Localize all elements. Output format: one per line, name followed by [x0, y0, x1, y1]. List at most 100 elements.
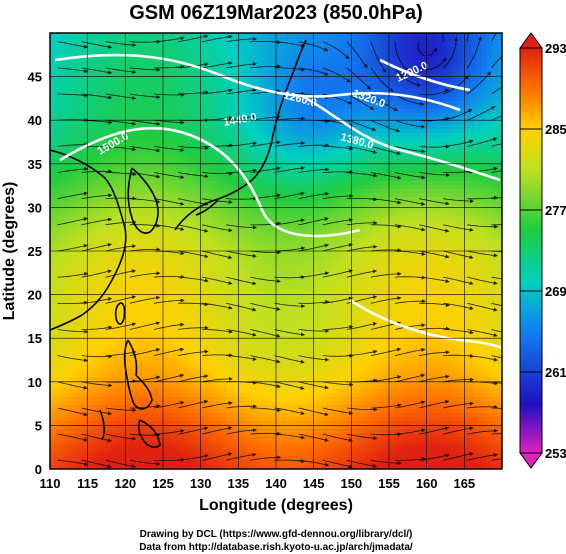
streamline	[57, 67, 89, 74]
streamline	[419, 453, 450, 461]
streamline	[129, 433, 161, 438]
streamline	[57, 191, 88, 200]
colorbar-ticks: 253 261 269 277 285 293	[520, 41, 566, 461]
streamline	[250, 276, 281, 284]
streamline	[226, 224, 257, 230]
streamline	[81, 269, 112, 278]
streamline	[370, 248, 402, 253]
streamline	[298, 41, 329, 52]
streamline	[129, 198, 161, 204]
streamline	[57, 217, 88, 226]
streamline	[153, 274, 185, 279]
credit-line-1: Drawing by DCL (https://www.gfd-dennou.o…	[140, 529, 413, 540]
streamline	[129, 172, 161, 179]
streamline	[346, 146, 378, 154]
streamline	[346, 244, 378, 252]
streamline	[178, 325, 209, 330]
streamline	[419, 426, 450, 435]
streamline	[226, 276, 257, 286]
streamline	[274, 355, 305, 364]
streamline	[346, 67, 372, 90]
map-title: GSM 06Z19Mar2023 (850.0hPa)	[129, 2, 423, 24]
streamline	[105, 220, 137, 226]
streamline	[129, 271, 161, 278]
streamline	[81, 381, 113, 388]
streamline	[322, 67, 351, 83]
streamline	[443, 109, 473, 121]
streamline	[467, 71, 492, 95]
streamline	[274, 116, 306, 121]
streamline	[346, 322, 378, 330]
streamline	[226, 114, 257, 121]
streamline	[202, 224, 233, 233]
streamline	[322, 296, 354, 304]
streamline	[105, 295, 136, 304]
streamline	[178, 454, 209, 461]
streamline	[322, 324, 354, 330]
streamline	[370, 146, 401, 156]
streamline	[202, 426, 233, 435]
x-tick-label: 130	[190, 476, 212, 491]
y-tick-label: 45	[28, 70, 42, 85]
streamline	[491, 381, 502, 384]
streamline	[491, 329, 502, 333]
colorbar-tick-label: 285	[545, 122, 566, 137]
streamline	[105, 433, 137, 441]
streamline	[226, 36, 257, 43]
streamline	[250, 329, 281, 338]
colorbar-tick-label: 277	[545, 203, 566, 218]
streamline	[153, 224, 185, 231]
streamline	[81, 41, 113, 49]
colorbar-tick-label: 293	[545, 41, 566, 56]
streamline	[322, 243, 353, 252]
streamline	[491, 250, 502, 253]
streamline	[226, 302, 257, 312]
streamline	[57, 41, 88, 49]
streamline	[346, 349, 378, 356]
y-tick-label: 15	[28, 331, 42, 346]
colorbar: 253 261 269 277 285 293	[519, 32, 566, 469]
streamline	[226, 250, 257, 258]
streamline	[419, 399, 450, 409]
streamline	[178, 374, 209, 383]
streamline	[443, 276, 474, 286]
streamline	[467, 195, 499, 200]
streamline	[105, 322, 137, 330]
streamline	[467, 428, 498, 435]
streamline	[57, 166, 89, 173]
streamline	[250, 407, 282, 413]
streamline	[153, 322, 185, 330]
x-tick-label: 125	[152, 476, 174, 491]
streamline	[322, 218, 354, 226]
streamline	[491, 458, 502, 461]
streamline	[154, 64, 185, 69]
streamline	[370, 459, 402, 466]
streamline	[322, 433, 353, 443]
streamline	[322, 170, 354, 175]
streamline	[202, 171, 233, 176]
streamline	[443, 302, 474, 311]
streamline	[57, 93, 89, 98]
streamline	[129, 404, 161, 409]
streamline	[322, 381, 354, 387]
streamline	[394, 347, 426, 356]
streamline	[129, 67, 161, 72]
streamline	[153, 146, 185, 152]
streamline	[346, 220, 378, 226]
streamline	[443, 329, 474, 335]
streamline	[419, 116, 450, 122]
streamline	[370, 375, 402, 383]
streamline	[274, 381, 305, 390]
streamline	[202, 401, 233, 409]
streamline	[467, 329, 498, 337]
streamline	[250, 431, 282, 436]
streamline	[419, 89, 450, 96]
streamline	[322, 146, 354, 151]
streamline	[394, 224, 426, 232]
streamline	[417, 41, 437, 57]
streamline	[322, 269, 353, 278]
streamline	[57, 142, 89, 147]
streamline	[394, 41, 410, 72]
streamline	[105, 93, 137, 101]
